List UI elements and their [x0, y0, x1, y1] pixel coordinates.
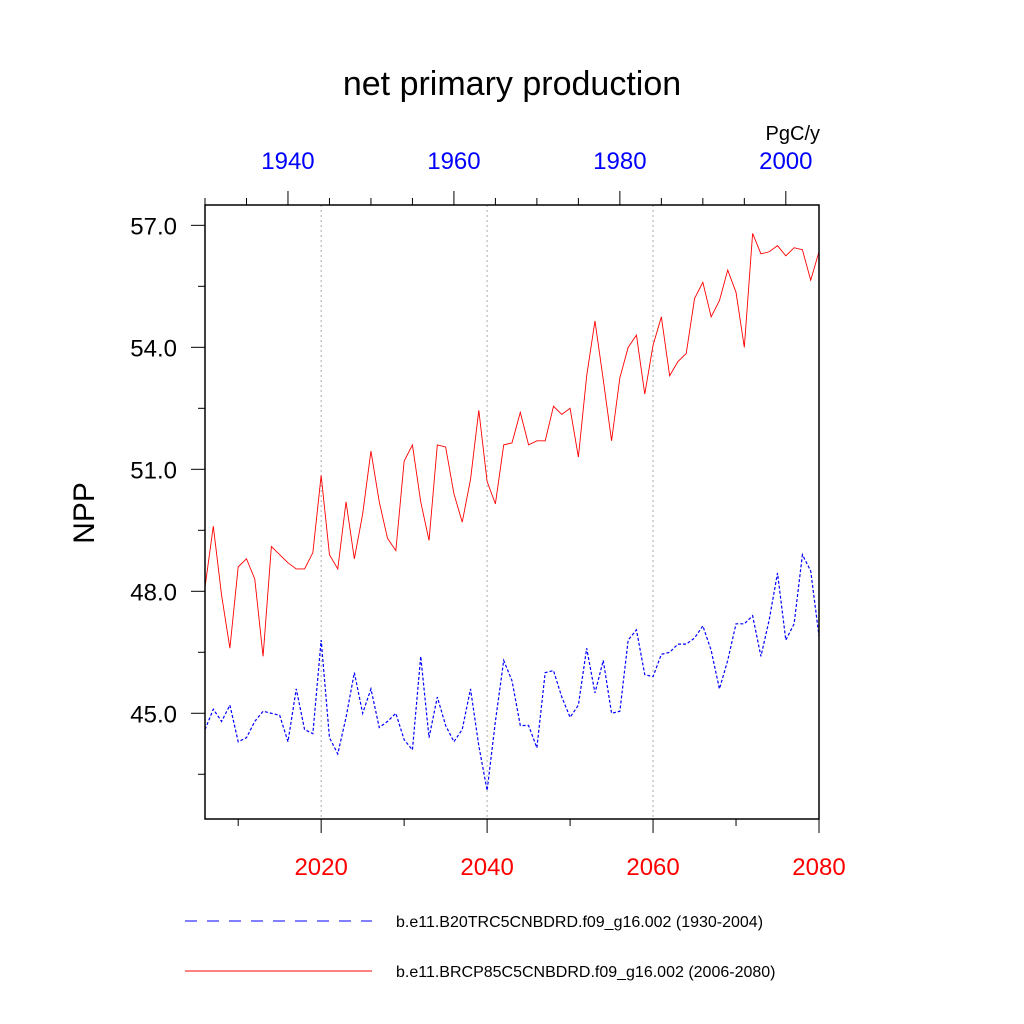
legend-label-historical: b.e11.B20TRC5CNBDRD.f09_g16.002 (1930-20…: [396, 914, 763, 931]
bottom-tick-label-2040: 2040: [460, 854, 513, 881]
bottom-tick-label-2080: 2080: [792, 854, 845, 881]
series-line-historical: [204, 552, 820, 791]
y-tick-label-54.0: 54.0: [130, 335, 177, 362]
y-axis: 45.0 48.0 51.0 54.0 57.0: [130, 213, 205, 775]
top-x-axis: 1940 1960 1980 2000: [204, 148, 813, 205]
top-tick-label-1940: 1940: [261, 148, 314, 175]
y-axis-label: NPP: [68, 482, 101, 544]
chart-title: net primary production: [343, 65, 681, 103]
units-label: PgC/y: [766, 123, 820, 145]
top-tick-label-1960: 1960: [427, 148, 480, 175]
plot-frame: [204, 204, 820, 820]
series-line-rcp85: [204, 233, 820, 657]
y-tick-label-51.0: 51.0: [130, 457, 177, 484]
series-layer: [204, 233, 820, 791]
y-tick-label-57.0: 57.0: [130, 213, 177, 240]
bottom-tick-label-2020: 2020: [294, 854, 347, 881]
legend-label-rcp85: b.e11.BRCP85C5CNBDRD.f09_g16.002 (2006-2…: [396, 964, 775, 981]
y-tick-label-48.0: 48.0: [130, 579, 177, 606]
top-tick-label-1980: 1980: [593, 148, 646, 175]
legend: b.e11.B20TRC5CNBDRD.f09_g16.002 (1930-20…: [185, 914, 775, 981]
bottom-tick-label-2060: 2060: [626, 854, 679, 881]
vertical-grid: [320, 205, 654, 819]
y-tick-label-45.0: 45.0: [130, 701, 177, 728]
bottom-x-axis: 2020 2040 2060 2080: [237, 819, 846, 881]
top-tick-label-2000: 2000: [759, 148, 812, 175]
